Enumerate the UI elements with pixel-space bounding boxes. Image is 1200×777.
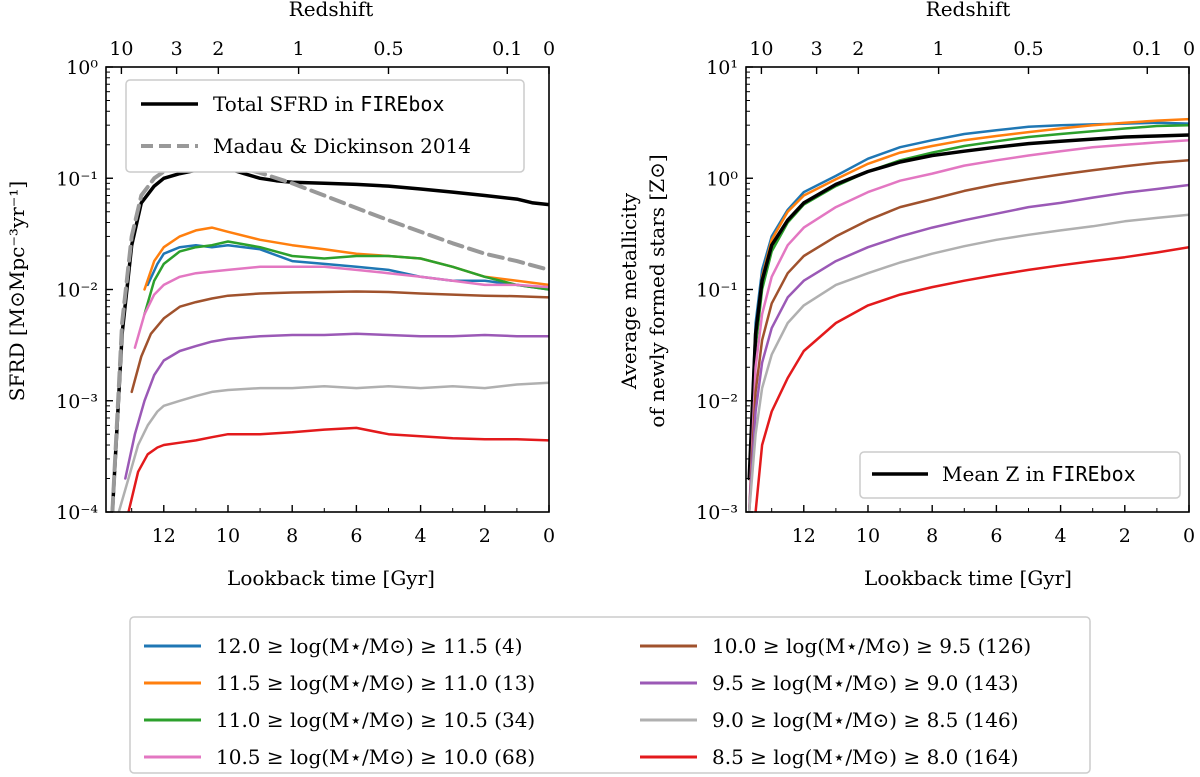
x-tick-label-right-1: 10 (856, 525, 880, 547)
right-ylabel-line2: of newly formed stars [Z⊙] (645, 154, 669, 427)
legend-label-left-3: 10.5 ≥ log(M⋆/M⊙) ≥ 10.0 (68) (216, 745, 535, 769)
legend-total-sfrd-label: Total SFRD in FIREbox (213, 92, 445, 116)
x-tick-label-right-3: 6 (990, 525, 1002, 547)
right-axes: 12 10 8 6 4 2 0 10 3 2 1 0.5 0.1 0 10⁻³ 10⁻² 10⁻¹ 10⁰ 10¹ (696, 38, 1195, 547)
right-legend-frame (859, 451, 1181, 499)
legend-label-left-0: 12.0 ≥ log(M⋆/M⊙) ≥ 11.5 (4) (216, 634, 523, 658)
right-xlabel: Lookback time [Gyr] (864, 566, 1072, 590)
x-tick-label-right-6: 0 (1183, 525, 1195, 547)
legend-label-right-2: 9.0 ≥ log(M⋆/M⊙) ≥ 8.5 (146) (712, 708, 1019, 732)
legend-mean-z-label: Mean Z in FIREbox (942, 462, 1136, 486)
legend-label-left-2: 11.0 ≥ log(M⋆/M⊙) ≥ 10.5 (34) (216, 708, 535, 732)
y-tick-label-left-2: 10⁻² (56, 280, 98, 302)
x-tick-label-left-4: 4 (415, 525, 427, 547)
x-tick-label-left-0: 12 (152, 525, 176, 547)
left-plot-area (110, 162, 549, 512)
y-tick-label-left-4: 10⁰ (66, 57, 98, 79)
legend-label-right-0: 10.0 ≥ log(M⋆/M⊙) ≥ 9.5 (126) (712, 634, 1031, 658)
series-line-right-3 (747, 133, 1189, 481)
redshift-tick-label-right-0: 10 (749, 38, 773, 60)
redshift-tick-label-left-4: 0.5 (373, 38, 403, 60)
redshift-tick-label-right-1: 3 (811, 38, 823, 60)
left-legend-frame (125, 79, 525, 173)
redshift-tick-label-left-0: 10 (109, 38, 133, 60)
y-tick-label-right-4: 10¹ (706, 57, 738, 79)
series-line-right-7 (747, 213, 1189, 512)
series-line-left-2 (146, 243, 549, 291)
redshift-tick-label-left-1: 3 (171, 38, 183, 60)
y-tick-label-right-3: 10⁰ (706, 168, 738, 190)
x-tick-label-left-6: 0 (543, 525, 555, 547)
x-tick-label-right-4: 4 (1055, 525, 1067, 547)
left-axes: 12 10 8 6 4 2 0 10 3 2 1 0.5 0.1 0 10⁻⁴ 10⁻³ 10⁻² 10⁻¹ 10⁰ (56, 38, 555, 547)
redshift-tick-label-left-2: 2 (212, 38, 224, 60)
legend-madau-dickinson-label: Madau & Dickinson 2014 (213, 134, 471, 158)
x-tick-label-left-1: 10 (216, 525, 240, 547)
redshift-tick-label-right-2: 2 (852, 38, 864, 60)
redshift-tick-label-left-6: 0 (543, 38, 555, 60)
right-top-xlabel: Redshift (926, 0, 1011, 21)
series-line-left-8 (117, 381, 549, 512)
right-legend: Mean Z in FIREbox (859, 451, 1181, 499)
series-line-right-5 (747, 159, 1189, 512)
left-xlabel: Lookback time [Gyr] (227, 566, 435, 590)
y-tick-label-left-3: 10⁻¹ (56, 168, 98, 190)
redshift-tick-label-left-3: 1 (293, 38, 305, 60)
x-tick-label-left-5: 2 (479, 525, 491, 547)
left-ylabel: SFRD [M⊙Mpc⁻³yr⁻¹] (5, 181, 29, 401)
x-tick-label-left-2: 8 (286, 525, 298, 547)
redshift-tick-label-right-4: 0.5 (1013, 38, 1043, 60)
series-line-right-0 (747, 121, 1189, 480)
series-line-left-0 (110, 166, 549, 512)
mass-bin-legend-frame (129, 616, 1091, 774)
x-tick-label-left-3: 6 (350, 525, 362, 547)
redshift-tick-label-right-3: 1 (933, 38, 945, 60)
series-line-right-8 (754, 245, 1189, 512)
right-panel-metallicity: Redshift Lookback time [Gyr] Average met… (617, 0, 1195, 590)
legend-label-right-3: 8.5 ≥ log(M⋆/M⊙) ≥ 8.0 (164) (712, 745, 1019, 769)
left-legend: Total SFRD in FIREbox Madau & Dickinson … (125, 79, 525, 173)
y-tick-label-right-0: 10⁻³ (696, 502, 738, 524)
y-tick-label-right-2: 10⁻¹ (696, 280, 738, 302)
left-panel-sfrd: Redshift Lookback time [Gyr] SFRD [M⊙Mpc… (5, 0, 555, 590)
redshift-tick-label-right-6: 0 (1183, 38, 1195, 60)
series-line-left-7 (124, 332, 549, 480)
redshift-tick-label-left-5: 0.1 (492, 38, 522, 60)
series-line-left-6 (130, 290, 549, 394)
series-line-right-6 (747, 183, 1189, 512)
y-tick-label-right-1: 10⁻² (696, 391, 738, 413)
y-tick-label-left-0: 10⁻⁴ (56, 502, 98, 524)
series-line-left-5 (133, 265, 549, 349)
series-line-left-1 (110, 162, 549, 512)
y-tick-label-left-1: 10⁻³ (56, 391, 98, 413)
right-plot-area (747, 117, 1189, 512)
legend-label-left-1: 11.5 ≥ log(M⋆/M⊙) ≥ 11.0 (13) (216, 671, 535, 695)
x-tick-label-right-0: 12 (792, 525, 816, 547)
right-ylabel-line1: Average metallicity (617, 192, 641, 390)
redshift-tick-label-right-5: 0.1 (1132, 38, 1162, 60)
series-line-right-2 (747, 123, 1189, 480)
mass-bin-legend: 12.0 ≥ log(M⋆/M⊙) ≥ 11.5 (4) 11.5 ≥ log(M… (129, 616, 1091, 774)
series-line-left-9 (127, 426, 549, 512)
x-tick-label-right-5: 2 (1119, 525, 1131, 547)
x-tick-label-right-2: 8 (926, 525, 938, 547)
legend-label-right-1: 9.5 ≥ log(M⋆/M⊙) ≥ 9.0 (143) (712, 671, 1019, 695)
series-line-right-4 (747, 138, 1189, 512)
left-top-xlabel: Redshift (289, 0, 374, 21)
series-line-left-4 (143, 240, 549, 316)
